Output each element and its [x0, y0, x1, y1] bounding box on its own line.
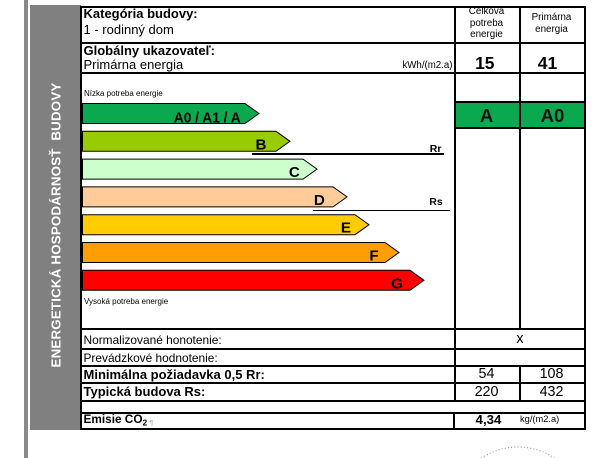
svg-text:C: C [289, 164, 300, 181]
svg-text:G: G [391, 275, 403, 292]
svg-text:E: E [341, 219, 351, 236]
svg-text:B: B [256, 136, 267, 153]
svg-text:F: F [369, 247, 378, 264]
svg-text:A0 / A1 / A: A0 / A1 / A [174, 109, 241, 126]
svg-text:D: D [314, 191, 325, 208]
